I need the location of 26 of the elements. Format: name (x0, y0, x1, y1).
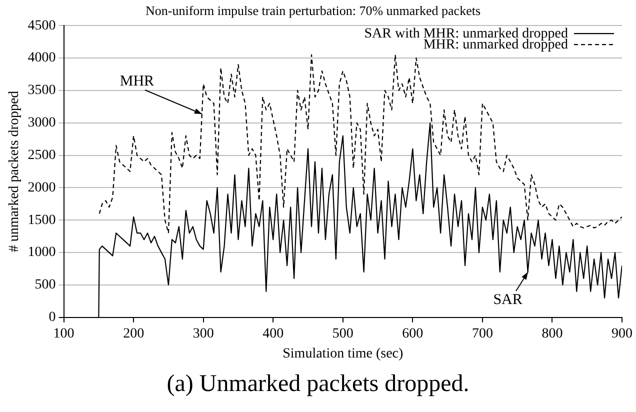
x-tick-label: 100 (53, 326, 74, 342)
y-tick-label: 500 (34, 278, 56, 293)
x-tick-label: 600 (402, 326, 424, 342)
x-tick-label: 300 (192, 326, 214, 342)
text: (a) Unmarked packets dropped. (166, 370, 470, 399)
x-tick-label: 400 (262, 326, 284, 342)
x-tick-label: 500 (332, 326, 354, 342)
y-tick-label: 4500 (28, 18, 56, 34)
chart-title: Non-uniform impulse train perturbation: 70% unmarked packets (145, 3, 481, 18)
y-tick-label: 1000 (28, 245, 56, 260)
legend-label: MHR: unmarked dropped (423, 37, 568, 52)
y-tick-label: 2500 (28, 148, 56, 163)
annotation: MHR (120, 74, 154, 90)
y-tick-label: 0 (48, 310, 56, 326)
x-axis-title: Simulation time (sec) (282, 346, 404, 362)
y-tick-label: 1500 (28, 212, 56, 228)
x-tick-label: 700 (472, 326, 493, 342)
y-tick-label: 4000 (28, 50, 56, 66)
y-tick-label: 2000 (28, 180, 56, 196)
annotation: SAR (493, 292, 522, 308)
y-axis-title: # unmarked packets dropped (7, 90, 22, 252)
y-tick-label: 3000 (28, 116, 56, 131)
x-tick-label: 900 (612, 326, 632, 342)
y-tick-label: 3500 (28, 83, 56, 98)
x-tick-label: 800 (542, 326, 563, 342)
x-tick-label: 200 (123, 326, 144, 342)
